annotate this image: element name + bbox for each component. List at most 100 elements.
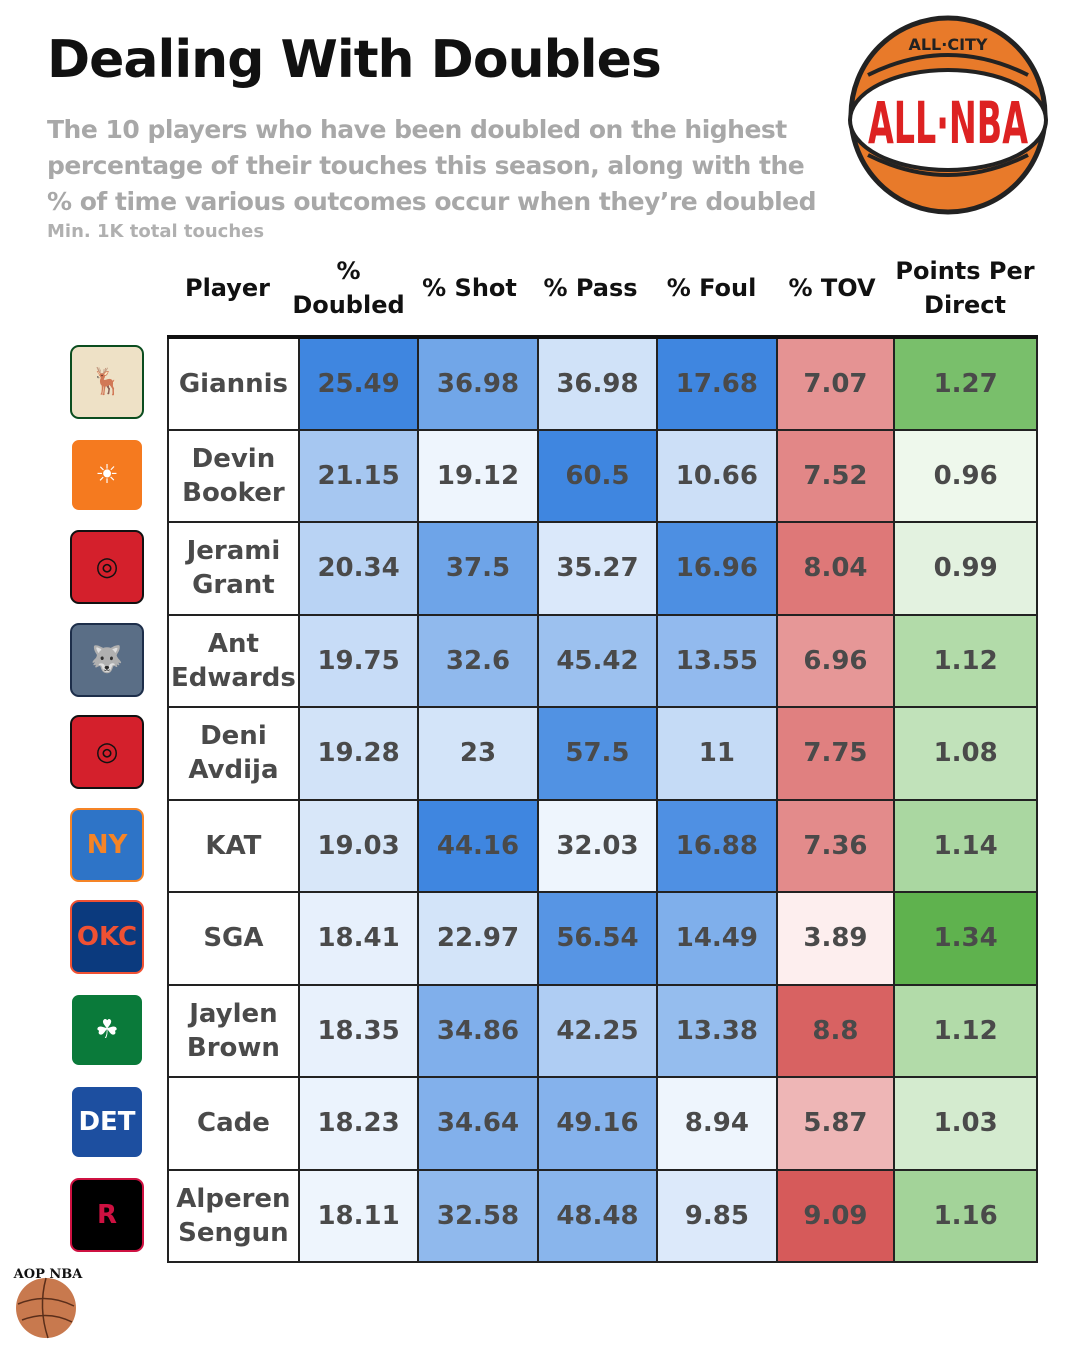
value-cell: 32.03 [536,798,659,893]
value-cell: 11 [656,706,778,801]
column-header: % Doubled [292,257,405,319]
svg-text:ALL·NBA: ALL·NBA [868,89,1028,157]
value-cell: 22.97 [417,891,539,986]
value-cell: 18.11 [297,1168,420,1263]
player-name: Deni Avdija [167,706,300,801]
value-cell: 21.15 [297,428,420,523]
value-cell: 56.54 [536,891,659,986]
column-header: % Shot [422,274,517,302]
value-cell: 13.38 [656,983,778,1078]
player-name: KAT [167,798,300,893]
all-nba-logo: ALL·CITY ALL·NBA [848,15,1048,215]
value-cell: 34.64 [417,1076,539,1171]
player-name: Jaylen Brown [167,983,300,1078]
value-cell: 16.96 [656,521,778,616]
column-header: Points Per Direct [895,257,1035,319]
svg-text:AOP NBA: AOP NBA [13,1267,84,1282]
value-cell: 0.96 [893,428,1038,523]
value-cell: 49.16 [536,1076,659,1171]
subtitle: The 10 players who have been doubled on … [47,115,817,216]
column-header: % Pass [543,274,638,302]
player-name: Giannis [167,336,300,431]
value-cell: 1.03 [893,1076,1038,1171]
blazers-logo-icon: ◎ [70,530,144,604]
table-row: KAT 19.03 44.16 32.03 16.88 7.36 1.14 [167,798,1038,893]
table-header: Player % Doubled % Shot % Pass % Foul % TOV Po… [167,248,1038,328]
value-cell: 16.88 [656,798,778,893]
table-row: Giannis 25.49 36.98 36.98 17.68 7.07 1.27 [167,336,1038,431]
celtics-logo-icon: ☘ [70,992,144,1067]
value-cell: 9.85 [656,1168,778,1263]
value-cell: 45.42 [536,613,659,708]
value-cell: 5.87 [775,1076,896,1171]
value-cell: 13.55 [656,613,778,708]
column-header: % TOV [788,274,876,302]
pistons-logo-icon: DET [70,1085,144,1159]
value-cell: 10.66 [656,428,778,523]
table-row: SGA 18.41 22.97 56.54 14.49 3.89 1.34 [167,891,1038,986]
table-row: Devin Booker 21.15 19.12 60.5 10.66 7.52 0.96 [167,428,1038,523]
value-cell: 20.34 [297,521,420,616]
value-cell: 17.68 [656,336,778,431]
value-cell: 60.5 [536,428,659,523]
value-cell: 1.08 [893,706,1038,801]
thunder-logo-icon: OKC [70,900,144,974]
value-cell: 18.41 [297,891,420,986]
value-cell: 19.03 [297,798,420,893]
value-cell: 7.75 [775,706,896,801]
data-table: Giannis 25.49 36.98 36.98 17.68 7.07 1.27 Devin… [167,335,1038,1263]
svg-text:ALL·CITY: ALL·CITY [908,35,987,54]
value-cell: 36.98 [417,336,539,431]
value-cell: 7.07 [775,336,896,431]
value-cell: 18.35 [297,983,420,1078]
player-name: Jerami Grant [167,521,300,616]
player-name: SGA [167,891,300,986]
value-cell: 9.09 [775,1168,896,1263]
value-cell: 1.14 [893,798,1038,893]
table-row: Cade 18.23 34.64 49.16 8.94 5.87 1.03 [167,1076,1038,1171]
value-cell: 8.94 [656,1076,778,1171]
value-cell: 48.48 [536,1168,659,1263]
value-cell: 1.27 [893,336,1038,431]
value-cell: 32.6 [417,613,539,708]
value-cell: 19.12 [417,428,539,523]
value-cell: 6.96 [775,613,896,708]
value-cell: 14.49 [656,891,778,986]
suns-logo-icon: ☀ [70,437,144,512]
value-cell: 34.86 [417,983,539,1078]
value-cell: 25.49 [297,336,420,431]
player-name: Cade [167,1076,300,1171]
value-cell: 19.75 [297,613,420,708]
timberwolves-logo-icon: 🐺 [70,622,144,697]
value-cell: 3.89 [775,891,896,986]
value-cell: 57.5 [536,706,659,801]
value-cell: 44.16 [417,798,539,893]
value-cell: 7.36 [775,798,896,893]
table-row: Jerami Grant 20.34 37.5 35.27 16.96 8.04 0.99 [167,521,1038,616]
player-name: Devin Booker [167,428,300,523]
value-cell: 42.25 [536,983,659,1078]
aop-nba-logo: AOP NBA [13,1267,84,1339]
knicks-logo-icon: NY [70,807,144,882]
value-cell: 8.8 [775,983,896,1078]
value-cell: 23 [417,706,539,801]
value-cell: 35.27 [536,521,659,616]
note: Min. 1K total touches [47,221,265,242]
column-header: Player [184,274,271,302]
player-name: Ant Edwards [167,613,300,708]
blazers-logo-icon: ◎ [70,715,144,789]
value-cell: 1.12 [893,983,1038,1078]
value-cell: 36.98 [536,336,659,431]
value-cell: 32.58 [417,1168,539,1263]
table-row: Alperen Sengun 18.11 32.58 48.48 9.85 9.09 1.1… [167,1168,1038,1263]
value-cell: 1.34 [893,891,1038,986]
value-cell: 1.12 [893,613,1038,708]
value-cell: 7.52 [775,428,896,523]
value-cell: 18.23 [297,1076,420,1171]
value-cell: 0.99 [893,521,1038,616]
table-row: Ant Edwards 19.75 32.6 45.42 13.55 6.96 1.12 [167,613,1038,708]
column-header: % Foul [666,274,757,302]
value-cell: 1.16 [893,1168,1038,1263]
value-cell: 19.28 [297,706,420,801]
value-cell: 37.5 [417,521,539,616]
